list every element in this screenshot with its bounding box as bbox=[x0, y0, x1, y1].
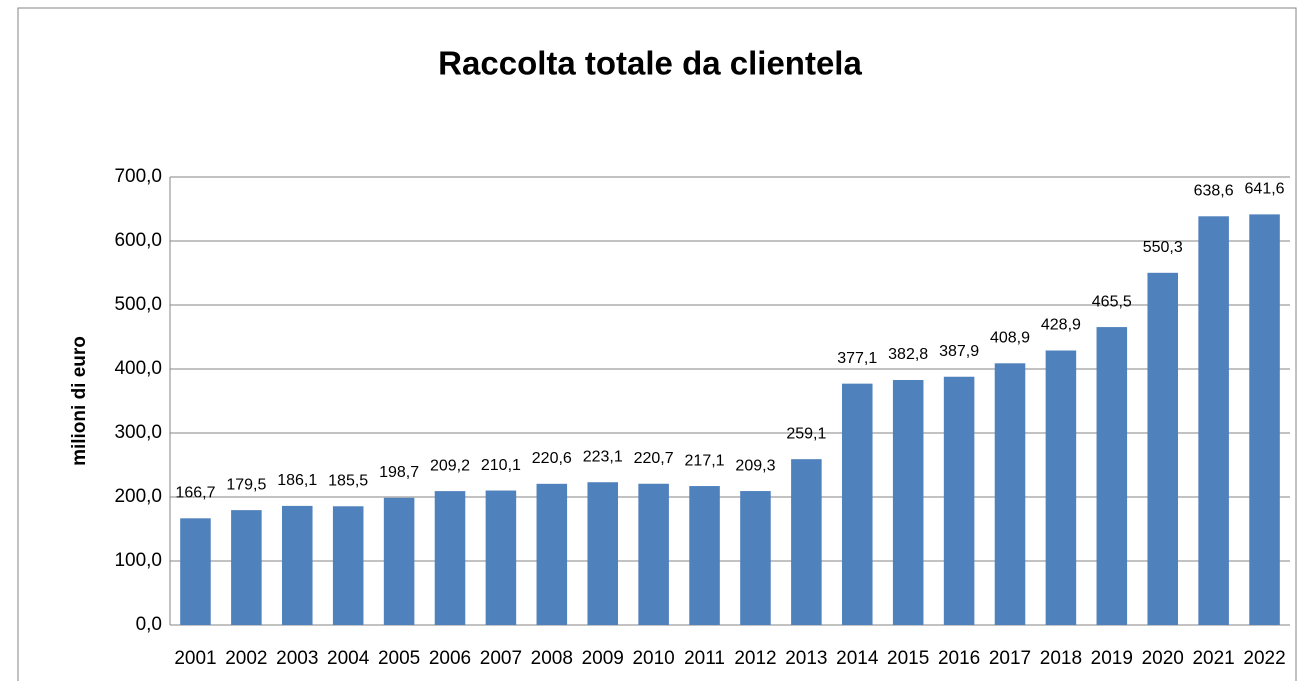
x-tick-label: 2008 bbox=[531, 648, 573, 669]
bar bbox=[1249, 214, 1280, 625]
data-label: 641,6 bbox=[1245, 181, 1285, 198]
x-tick-label: 2020 bbox=[1142, 648, 1184, 669]
data-label: 210,1 bbox=[481, 457, 521, 474]
data-label: 550,3 bbox=[1143, 239, 1183, 256]
x-tick-label: 2015 bbox=[887, 648, 929, 669]
x-tick-label: 2011 bbox=[684, 648, 725, 669]
bar bbox=[1045, 350, 1077, 625]
data-label: 259,1 bbox=[786, 425, 826, 442]
x-tick-label: 2021 bbox=[1192, 648, 1234, 669]
bar bbox=[231, 510, 262, 625]
data-label: 408,9 bbox=[990, 330, 1030, 347]
y-tick-label: 300,0 bbox=[114, 422, 162, 443]
y-axis-label: milioni di euro bbox=[69, 336, 90, 466]
x-tick-label: 2016 bbox=[938, 648, 980, 669]
bar bbox=[180, 518, 211, 625]
data-label: 198,7 bbox=[379, 464, 419, 481]
y-tick-label: 600,0 bbox=[114, 230, 162, 251]
x-tick-label: 2004 bbox=[327, 648, 370, 669]
y-tick-label: 700,0 bbox=[114, 166, 162, 187]
data-label: 185,5 bbox=[328, 472, 368, 489]
bar bbox=[994, 363, 1026, 625]
x-tick-label: 2003 bbox=[276, 648, 318, 669]
data-label: 465,5 bbox=[1092, 293, 1132, 310]
x-tick-label: 2010 bbox=[632, 648, 674, 669]
bar bbox=[892, 380, 924, 625]
x-tick-label: 2018 bbox=[1040, 648, 1082, 669]
x-tick-label: 2019 bbox=[1091, 648, 1133, 669]
chart-title: Raccolta totale da clientela bbox=[438, 45, 862, 82]
y-tick-label: 0,0 bbox=[136, 614, 162, 635]
bar bbox=[689, 486, 720, 625]
y-tick-label: 400,0 bbox=[114, 358, 162, 379]
data-label: 209,2 bbox=[430, 457, 470, 474]
y-tick-label: 100,0 bbox=[114, 550, 162, 571]
x-tick-label: 2002 bbox=[225, 648, 267, 669]
x-tick-label: 2013 bbox=[785, 648, 827, 669]
x-tick-label: 2012 bbox=[734, 648, 776, 669]
data-label: 638,6 bbox=[1194, 183, 1234, 200]
data-label: 428,9 bbox=[1041, 317, 1081, 334]
bar bbox=[842, 383, 873, 625]
y-tick-label: 200,0 bbox=[114, 486, 162, 507]
data-label: 217,1 bbox=[685, 452, 725, 469]
data-label: 377,1 bbox=[837, 350, 877, 367]
bar bbox=[587, 482, 618, 625]
bar bbox=[434, 491, 466, 625]
bar bbox=[791, 459, 822, 625]
bar bbox=[1096, 327, 1128, 625]
x-tick-label: 2022 bbox=[1243, 648, 1285, 669]
x-tick-label: 2007 bbox=[480, 648, 522, 669]
data-label: 382,8 bbox=[888, 346, 928, 363]
x-tick-label: 2009 bbox=[582, 648, 624, 669]
bar bbox=[383, 497, 415, 625]
data-label: 223,1 bbox=[583, 448, 623, 465]
data-label: 179,5 bbox=[226, 476, 266, 493]
data-label: 166,7 bbox=[175, 485, 215, 502]
bar bbox=[638, 483, 669, 625]
bar bbox=[740, 491, 771, 625]
data-label: 186,1 bbox=[277, 472, 317, 489]
chart-border bbox=[17, 7, 1297, 681]
data-label: 220,7 bbox=[634, 450, 674, 467]
bar bbox=[282, 505, 313, 625]
x-tick-label: 2017 bbox=[989, 648, 1031, 669]
bar bbox=[1147, 272, 1178, 625]
x-tick-label: 2006 bbox=[429, 648, 471, 669]
bar bbox=[536, 483, 568, 625]
bar bbox=[485, 490, 517, 625]
x-tick-label: 2001 bbox=[174, 648, 216, 669]
data-label: 209,3 bbox=[735, 457, 775, 474]
bar bbox=[943, 376, 975, 625]
data-label: 220,6 bbox=[532, 450, 572, 467]
data-label: 387,9 bbox=[939, 343, 979, 360]
x-tick-label: 2014 bbox=[836, 648, 879, 669]
bar bbox=[1198, 216, 1229, 625]
x-tick-label: 2005 bbox=[378, 648, 420, 669]
bar bbox=[332, 506, 364, 625]
y-tick-label: 500,0 bbox=[114, 294, 162, 315]
